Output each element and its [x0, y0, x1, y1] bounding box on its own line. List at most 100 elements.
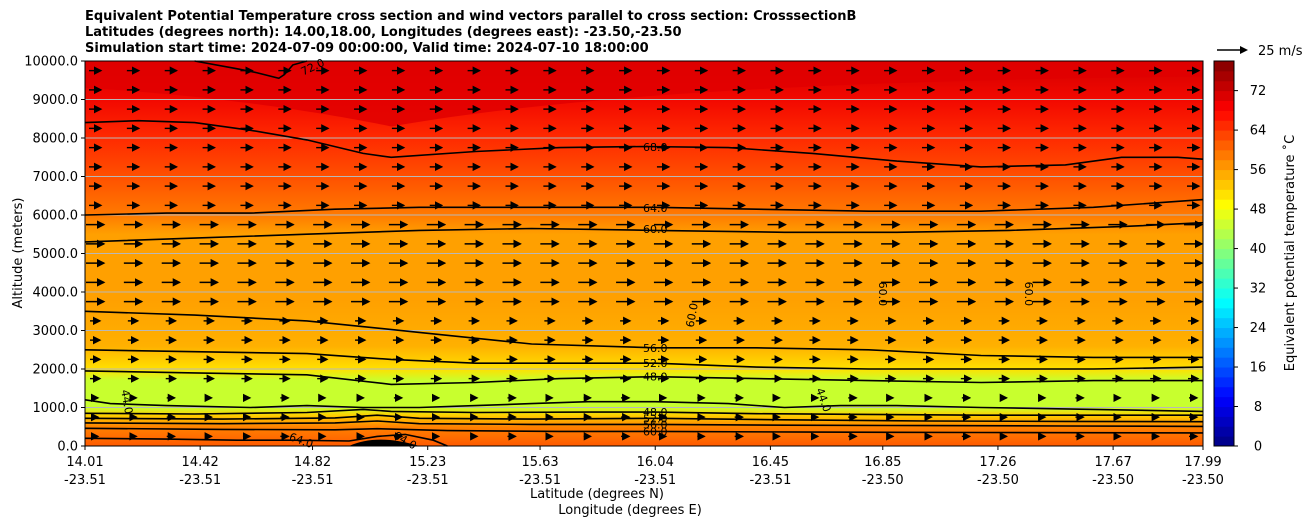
- colorbar-band: [1214, 228, 1234, 240]
- colorbar-band: [1214, 189, 1234, 200]
- colorbar-band: [1214, 169, 1234, 180]
- colorbar-band: [1214, 297, 1234, 309]
- contour-label-12: 48.0: [643, 406, 668, 419]
- colorbar-band: [1214, 357, 1234, 368]
- x-tick-label-lon-3: -23.51: [407, 473, 449, 488]
- colorbar-frame: [1213, 60, 1235, 447]
- quiver-key-label: 25 m/s: [1258, 44, 1303, 59]
- colorbar-band: [1214, 238, 1234, 250]
- colorbar-band: [1214, 139, 1234, 151]
- colorbar-band: [1214, 396, 1234, 408]
- contour-label-5: 60.0: [876, 282, 889, 307]
- quiver-key: 25 m/s: [1217, 44, 1303, 59]
- colorbar-band: [1214, 149, 1234, 161]
- colorbar-tick-label-3: 24: [1250, 321, 1267, 336]
- chart-title-line-3: Simulation start time: 2024-07-09 00:00:…: [85, 41, 649, 56]
- contour-label-2: 64.0: [643, 202, 668, 215]
- colorbar-band: [1214, 130, 1234, 141]
- contour-label-1: 68.0: [643, 141, 668, 154]
- x-tick-label-lon-1: -23.51: [179, 473, 221, 488]
- colorbar-tick-label-6: 48: [1250, 203, 1267, 218]
- contour-60.0-3: [84, 221, 1204, 243]
- x-tick-label-lat-3: 15.23: [409, 455, 446, 470]
- colorbar-band: [1214, 278, 1234, 289]
- x-tick-label-lon-7: -23.50: [862, 473, 904, 488]
- colorbar-label: Equivalent potential temperature ˚C: [1282, 135, 1298, 371]
- contour-52.0-9: [84, 414, 1204, 423]
- y-axis-label: Altitude (meters): [11, 198, 26, 309]
- colorbar-band: [1214, 386, 1234, 398]
- y-tick-label-1: 1000.0: [33, 401, 79, 416]
- colorbar-band: [1214, 80, 1234, 92]
- x-tick-label-lon-0: -23.51: [64, 473, 106, 488]
- contour-label-14: 56.0: [643, 418, 668, 431]
- contour-52.0-5: [84, 349, 1204, 370]
- axes: 0.0 1000.0 2000.0 3000.0 4000.0 5000.0 6000.0 7…: [24, 55, 1224, 489]
- colorbar-band: [1214, 268, 1234, 279]
- colorbar-band: [1214, 209, 1234, 220]
- contour-lines: [84, 60, 1204, 447]
- colorbar-band: [1214, 179, 1234, 190]
- quiver-key-arrowhead: [1240, 46, 1248, 54]
- colorbar-band: [1214, 120, 1234, 131]
- y-tick-label-5: 5000.0: [33, 247, 79, 262]
- contour-68.0-1: [84, 119, 1204, 168]
- colorbar-band: [1214, 416, 1234, 427]
- contour-label-15: 60.0: [643, 425, 668, 438]
- x-tick-label-lon-10: -23.50: [1182, 473, 1224, 488]
- colorbar-band: [1214, 307, 1234, 319]
- x-axis-label-line-1: Latitude (degrees N): [530, 487, 664, 502]
- colorbar-band: [1214, 110, 1234, 121]
- x-tick-label-lon-4: -23.51: [519, 473, 561, 488]
- x-tick-label-lat-4: 15.63: [521, 455, 558, 470]
- chart-title-line-2: Latitudes (degrees north): 14.00,18.00, …: [85, 25, 682, 40]
- contour-48.0-8: [84, 408, 1203, 416]
- colorbar-band: [1214, 436, 1234, 447]
- colorbar-band: [1214, 288, 1234, 299]
- x-tick-label-lon-8: -23.50: [977, 473, 1019, 488]
- colorbar-tick-label-1: 8: [1254, 400, 1262, 415]
- x-tick-label-lat-5: 16.04: [637, 455, 674, 470]
- x-tick-label-lat-1: 14.42: [182, 455, 219, 470]
- contour-label-13: 52.0: [643, 412, 668, 425]
- colorbar-band: [1214, 61, 1234, 72]
- contour-56.0-4: [84, 310, 1203, 359]
- x-tick-label-lat-6: 16.45: [752, 455, 789, 470]
- contour-48.0-6: [84, 370, 1203, 386]
- y-tick-label-7: 7000.0: [33, 170, 79, 185]
- colorbar-band: [1214, 248, 1234, 259]
- y-tick-label-2: 2000.0: [33, 363, 79, 378]
- heatmap-surface-blob: [349, 439, 420, 446]
- colorbar-band: [1214, 406, 1234, 417]
- contour-label-10: 44.0: [118, 389, 135, 415]
- y-tick-label-10: 10000.0: [24, 55, 78, 70]
- contour-label-3: 60.0: [643, 223, 668, 236]
- x-tick-label-lat-8: 17.26: [979, 455, 1016, 470]
- colorbar-band: [1214, 376, 1234, 388]
- colorbar-tick-label-8: 64: [1250, 124, 1267, 139]
- colorbar-band: [1214, 367, 1234, 378]
- contour-56.0-10: [84, 420, 1204, 428]
- colorbar-band: [1214, 347, 1234, 358]
- x-tick-label-lat-7: 16.85: [864, 455, 901, 470]
- x-tick-label-lat-2: 14.82: [294, 455, 331, 470]
- contour-label-6: 60.0: [1022, 282, 1035, 307]
- x-tick-label-lat-10: 17.99: [1184, 455, 1221, 470]
- x-axis-label-line-2: Longitude (degrees E): [558, 503, 702, 518]
- colorbar-band: [1214, 258, 1234, 269]
- x-tick-label-lon-9: -23.50: [1092, 473, 1134, 488]
- contour-60.0-11: [84, 427, 1204, 434]
- colorbar-band: [1214, 199, 1234, 210]
- colorbar-tick-label-0: 0: [1254, 440, 1262, 455]
- contour-44.0-7: [84, 399, 1204, 413]
- contour-72.0-0: [194, 60, 308, 80]
- colorbar-tick-label-2: 16: [1250, 361, 1267, 376]
- colorbar-band: [1214, 90, 1234, 101]
- colorbar-band: [1214, 159, 1234, 171]
- x-tick-label-lon-2: -23.51: [292, 473, 334, 488]
- colorbar-band: [1214, 337, 1234, 348]
- colorbar-tick-label-9: 72: [1250, 84, 1267, 99]
- colorbar-band: [1214, 100, 1234, 111]
